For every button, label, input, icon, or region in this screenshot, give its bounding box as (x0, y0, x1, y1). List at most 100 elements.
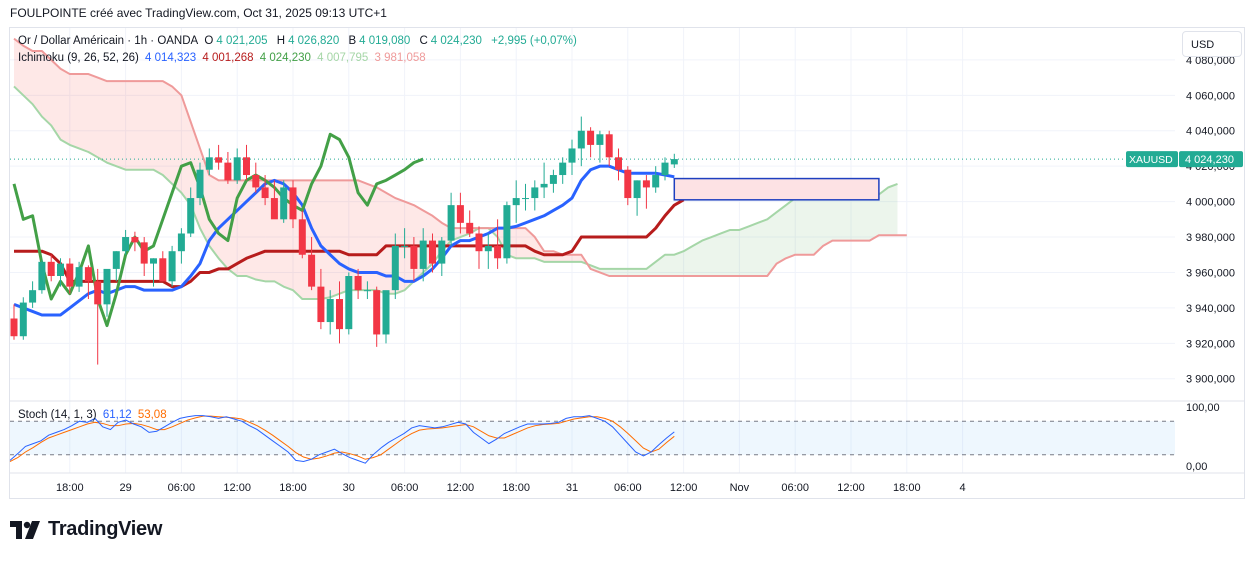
candle-body (177, 233, 185, 252)
ichimoku-leading-b-value: 3 981,058 (374, 52, 426, 64)
cloud-segment (739, 226, 749, 276)
candle-body (559, 162, 567, 176)
cloud-segment (144, 81, 154, 170)
stoch-level-label: 0,00 (1186, 461, 1207, 473)
brand-name: TradingView (48, 518, 163, 540)
candle-body (401, 245, 409, 247)
candle-body (336, 299, 343, 330)
symbol-tag-bg (1126, 151, 1178, 168)
candle-body (326, 299, 334, 323)
time-tick-label: 06:00 (168, 482, 196, 494)
stoch-k-line (9, 415, 675, 464)
cloud-segment (646, 261, 656, 276)
candle-body (261, 187, 269, 199)
symbol-tag-label: XAUUSD (1129, 154, 1173, 166)
candle-body (633, 180, 641, 199)
candle-body (103, 268, 111, 305)
time-tick-label: 12:00 (837, 482, 865, 494)
candle-body (224, 162, 232, 181)
target-zone-rect (673, 177, 880, 201)
cloud-segment (748, 222, 758, 276)
stoch-d-line (9, 415, 675, 462)
cloud-segment (785, 198, 796, 259)
price-tick-label: 4 080,000 (1186, 55, 1235, 67)
cloud-segment (14, 38, 24, 96)
candle-body (661, 162, 669, 176)
candle-body (429, 240, 436, 264)
time-tick-label: 18:00 (279, 482, 307, 494)
cloud-segment (692, 240, 703, 276)
cloud-segment (97, 77, 107, 163)
candle-body (652, 175, 660, 188)
cloud-segment (162, 81, 173, 184)
time-tick-label: 12:00 (670, 482, 698, 494)
stochastic-pane: 100,00 0,00 (9, 400, 1244, 473)
candle-body (466, 222, 474, 234)
candle-body (494, 245, 502, 259)
time-tick-label: 31 (566, 482, 578, 494)
cloud-segment (711, 233, 721, 276)
close-number: 4 024,230 (430, 35, 482, 47)
candle-body (438, 240, 446, 264)
cloud-segment (60, 68, 70, 145)
price-tick-label: 4 040,000 (1186, 126, 1235, 138)
ichimoku-legend[interactable]: Ichimoku (9, 26, 52, 26) 4 014,323 4 001… (18, 52, 429, 64)
candle-body (215, 157, 223, 163)
cloud-segment (655, 254, 665, 276)
cloud-segment (516, 228, 526, 259)
cloud-segment (209, 175, 219, 259)
cloud-segment (572, 254, 582, 262)
price-tag-bg (1179, 151, 1243, 168)
time-tick-label: 30 (343, 482, 355, 494)
time-tick-label: 12:00 (223, 482, 251, 494)
price-tick-label: 3 980,000 (1186, 232, 1235, 244)
tradingview-logo[interactable]: TradingView (10, 518, 162, 541)
cloud-segment (348, 180, 359, 291)
stoch-legend[interactable]: Stoch (14, 1, 3) 61,12 53,08 (18, 409, 170, 421)
stoch-band (10, 421, 1175, 455)
cloud-segment (320, 180, 331, 300)
candle-body (10, 318, 18, 337)
cloud-segment (172, 86, 182, 193)
candle-body (187, 198, 195, 234)
cloud-segment (69, 74, 80, 149)
price-tick-label: 3 920,000 (1186, 338, 1235, 350)
candle-body (587, 130, 595, 145)
candle-body (456, 205, 464, 223)
currency-button[interactable]: USD (1182, 31, 1242, 57)
cloud-segment (888, 183, 898, 236)
candle-body (373, 290, 381, 335)
cloud-segment (795, 198, 805, 255)
time-tick-label: 12:00 (447, 482, 475, 494)
cloud-segment (823, 196, 833, 246)
candle-body (391, 245, 399, 291)
cloud-segment (376, 187, 386, 294)
open-label: O (204, 35, 214, 47)
candle-body (484, 245, 492, 252)
price-tick-label: 4 060,000 (1186, 90, 1235, 102)
candle-body (447, 205, 455, 241)
time-tick-label: 29 (119, 482, 131, 494)
candle-body (317, 286, 325, 323)
cloud-segment (181, 95, 191, 206)
candle-body (38, 261, 46, 291)
candle-body (94, 281, 102, 305)
ichimoku-conversion-value: 4 014,323 (145, 52, 197, 64)
cloud-segment (869, 194, 879, 241)
cloud-segment (860, 198, 870, 241)
price-axis: 3 900,000 3 920,000 3 940,000 3 960,000 3 98… (1126, 55, 1243, 386)
ichimoku-label: Ichimoku (9, 26, 52, 26) (18, 52, 139, 64)
cloud-segment (841, 198, 851, 241)
cloud-segment (367, 183, 377, 291)
candle-body (298, 219, 306, 255)
cloud-segment (116, 81, 126, 170)
candle-body (568, 148, 576, 163)
candle-body (280, 187, 288, 220)
cloud-segment (674, 251, 684, 276)
candle-body (57, 263, 64, 276)
cloud-segment (609, 268, 619, 276)
